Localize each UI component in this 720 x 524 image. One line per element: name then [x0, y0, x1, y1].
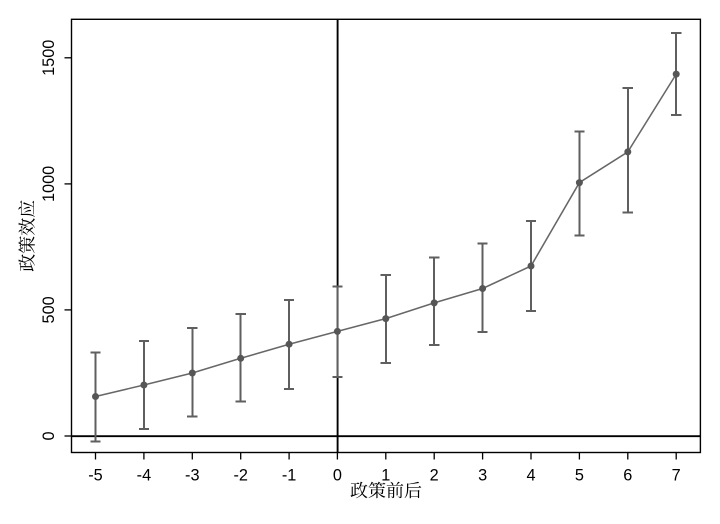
svg-text:-4: -4	[137, 467, 151, 485]
svg-text:6: 6	[623, 467, 632, 485]
svg-text:-1: -1	[282, 467, 296, 485]
svg-text:0: 0	[333, 467, 342, 485]
svg-text:1000: 1000	[40, 166, 58, 202]
svg-text:5: 5	[575, 467, 584, 485]
svg-text:1: 1	[381, 467, 390, 485]
svg-text:0: 0	[40, 431, 58, 440]
svg-text:-2: -2	[233, 467, 247, 485]
svg-text:2: 2	[430, 467, 439, 485]
svg-text:4: 4	[526, 467, 535, 485]
svg-text:1500: 1500	[40, 40, 58, 76]
svg-text:-3: -3	[185, 467, 199, 485]
svg-text:7: 7	[672, 467, 681, 485]
svg-text:500: 500	[40, 296, 58, 323]
svg-text:-5: -5	[88, 467, 102, 485]
svg-text:3: 3	[478, 467, 487, 485]
